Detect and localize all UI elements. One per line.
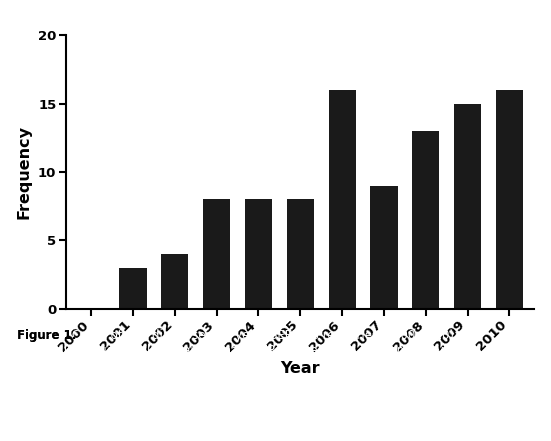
Text: Figure 1.: Figure 1. [17,329,76,341]
Bar [203,199,230,309]
Bar [454,104,481,309]
Bar [120,268,147,309]
Bar [496,90,523,309]
Text: Figure 1.: Figure 1. [17,329,76,341]
Bar [412,131,439,309]
Y-axis label: Frequency: Frequency [16,125,31,219]
Bar [245,199,272,309]
Bar [161,254,188,309]
Text: Figure 1. Cases of SPC diagnosed by year (SEER 18 registries, 2000-2010);
SPC, s: Figure 1. Cases of SPC diagnosed by year… [17,329,457,372]
X-axis label: Year: Year [280,361,320,376]
Bar [370,186,397,309]
Bar [287,199,314,309]
Bar [328,90,356,309]
